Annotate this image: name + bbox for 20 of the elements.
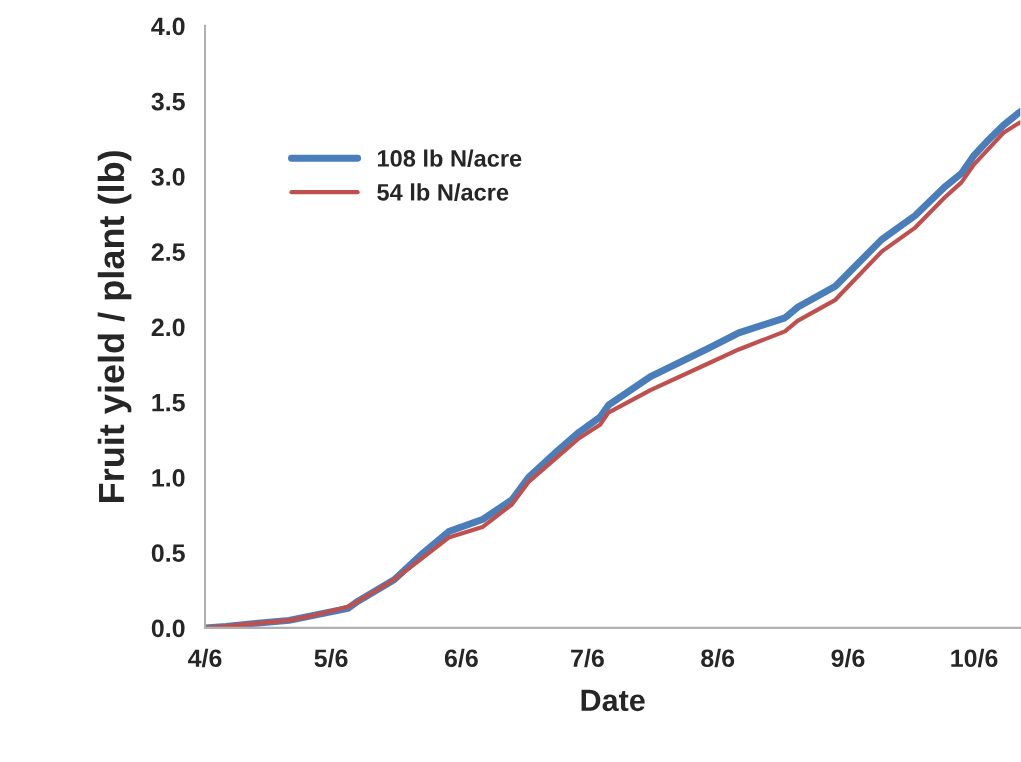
y-tick-label: 2.0 (151, 318, 185, 337)
x-tick-label: 5/6 (314, 648, 348, 668)
x-tick-label: 9/6 (831, 648, 865, 668)
y-tick-label: 3.5 (151, 92, 185, 111)
legend-label: 108 lb N/acre (377, 149, 522, 168)
y-tick-label: 4.0 (151, 17, 185, 36)
y-tick-label: 3.0 (151, 168, 185, 186)
x-tick-label: 7/6 (571, 648, 604, 668)
y-axis-title: Fruit yield / plant (lb) (97, 151, 132, 503)
x-tick-label: 8/6 (701, 648, 735, 668)
x-tick-label: 6/6 (444, 648, 478, 668)
x-tick-label: 10/6 (951, 648, 998, 668)
y-tick-label: 0.5 (151, 544, 185, 562)
y-tick-label: 1.5 (152, 394, 185, 412)
legend-label: 54 lb N/acre (377, 183, 509, 201)
x-axis-title: Date (581, 689, 645, 712)
x-tick-label: 4/6 (188, 648, 222, 668)
y-tick-label: 2.5 (151, 243, 185, 261)
y-tick-label: 1.0 (152, 468, 185, 487)
y-tick-label: 0.0 (151, 619, 185, 638)
